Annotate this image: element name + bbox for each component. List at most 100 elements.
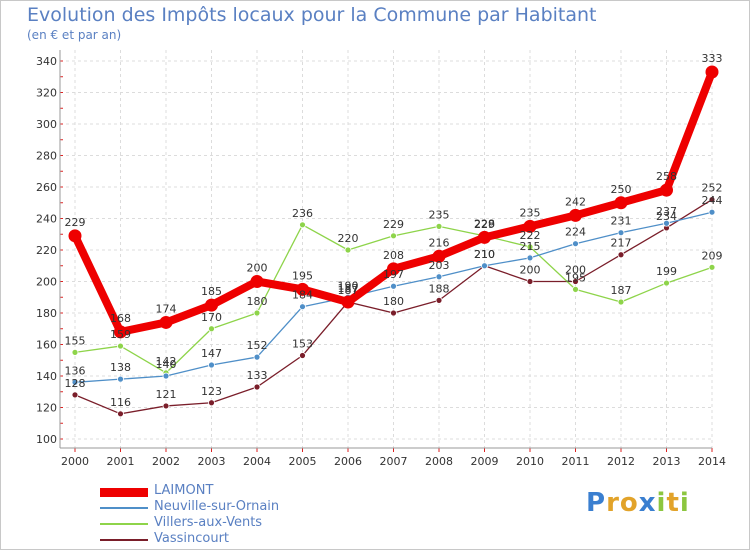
data-label: 220 bbox=[338, 232, 359, 245]
data-label: 188 bbox=[429, 282, 450, 295]
data-point bbox=[117, 410, 124, 418]
data-point bbox=[523, 219, 537, 233]
data-point bbox=[299, 221, 306, 229]
x-tick-label: 2009 bbox=[471, 455, 499, 468]
plot-area bbox=[60, 50, 712, 448]
data-point bbox=[159, 315, 173, 329]
logo-letter: i bbox=[656, 488, 667, 518]
data-point bbox=[253, 353, 261, 361]
data-point bbox=[432, 249, 446, 263]
logo-letter: i bbox=[679, 488, 690, 518]
data-point bbox=[481, 262, 488, 270]
data-point bbox=[162, 402, 170, 410]
data-label: 138 bbox=[110, 361, 131, 374]
legend-label: Villers-aux-Vents bbox=[154, 515, 263, 530]
data-point bbox=[387, 262, 400, 276]
data-label: 190 bbox=[338, 279, 359, 292]
series-lines bbox=[68, 65, 719, 418]
data-label: 203 bbox=[429, 259, 450, 272]
legend-label: Vassincourt bbox=[154, 531, 230, 546]
data-label: 116 bbox=[110, 396, 131, 409]
data-label: 215 bbox=[520, 240, 541, 253]
data-point bbox=[526, 243, 534, 251]
data-point bbox=[435, 222, 443, 230]
data-point bbox=[299, 303, 306, 311]
data-label: 185 bbox=[201, 285, 222, 298]
data-point bbox=[572, 240, 579, 248]
x-tick-label: 2012 bbox=[607, 455, 635, 468]
data-label: 208 bbox=[383, 249, 404, 262]
grid-lines bbox=[60, 50, 713, 448]
data-label: 184 bbox=[292, 289, 313, 302]
data-label: 195 bbox=[565, 271, 586, 284]
data-label: 333 bbox=[702, 52, 723, 65]
data-label: 237 bbox=[656, 205, 677, 218]
data-label: 187 bbox=[338, 282, 359, 295]
x-tick-label: 2014 bbox=[698, 455, 726, 468]
y-tick-label: 160 bbox=[36, 339, 57, 352]
x-tick-label: 2008 bbox=[425, 455, 453, 468]
data-label: 197 bbox=[383, 268, 404, 281]
data-point bbox=[71, 348, 79, 356]
data-label: 216 bbox=[429, 236, 450, 249]
data-point bbox=[208, 361, 215, 369]
data-label: 180 bbox=[247, 295, 268, 308]
logo-letter: x bbox=[638, 488, 657, 518]
y-tick-label: 320 bbox=[36, 87, 57, 100]
legend-label: Neuville-sur-Ornain bbox=[154, 499, 280, 514]
x-tick-label: 2013 bbox=[653, 455, 681, 468]
x-tick-label: 2011 bbox=[562, 455, 590, 468]
data-point bbox=[617, 298, 625, 306]
data-label: 153 bbox=[292, 338, 313, 351]
data-label: 234 bbox=[656, 210, 677, 223]
data-point bbox=[663, 279, 670, 287]
logo-letter: r bbox=[606, 488, 620, 518]
data-label: 231 bbox=[611, 215, 632, 228]
data-label: 217 bbox=[611, 237, 632, 250]
data-label: 229 bbox=[474, 218, 495, 231]
data-label: 210 bbox=[474, 248, 495, 261]
x-tick-label: 2005 bbox=[289, 455, 317, 468]
axes: 100 120 140 160 180 200 220 240 260 280 300 320 340 2… bbox=[36, 50, 726, 468]
data-label: 250 bbox=[611, 183, 632, 196]
legend-label: LAIMONT bbox=[154, 483, 214, 498]
data-point bbox=[526, 278, 534, 285]
data-point bbox=[617, 251, 625, 259]
x-tick-label: 2007 bbox=[380, 455, 408, 468]
y-tick-label: 140 bbox=[36, 370, 57, 383]
data-label: 152 bbox=[247, 339, 268, 352]
data-point bbox=[708, 208, 716, 216]
data-label: 235 bbox=[429, 208, 450, 221]
data-label: 200 bbox=[247, 262, 268, 275]
logo-letter: o bbox=[619, 488, 639, 518]
data-label: 210 bbox=[474, 248, 495, 261]
data-label: 128 bbox=[65, 377, 86, 390]
data-label: 133 bbox=[247, 369, 268, 382]
x-tick-label: 2006 bbox=[334, 455, 362, 468]
x-tick-label: 2001 bbox=[107, 455, 135, 468]
data-label: 244 bbox=[702, 194, 723, 207]
data-point bbox=[250, 275, 264, 288]
data-label: 155 bbox=[65, 334, 86, 347]
data-point bbox=[390, 282, 397, 290]
y-tick-label: 220 bbox=[36, 244, 57, 257]
y-tick-label: 340 bbox=[36, 55, 57, 68]
y-tick-label: 100 bbox=[36, 433, 57, 446]
data-labels: 2291681741852001951872082162282352422502… bbox=[65, 52, 723, 409]
legend-swatch bbox=[100, 523, 148, 525]
data-point bbox=[205, 298, 218, 312]
data-point bbox=[344, 246, 352, 254]
data-point bbox=[71, 378, 79, 386]
legend-swatch bbox=[100, 539, 148, 541]
data-point bbox=[253, 309, 261, 317]
data-label: 168 bbox=[110, 312, 131, 325]
data-point bbox=[478, 230, 491, 244]
data-point bbox=[663, 219, 670, 227]
chart-title: Evolution des Impôts locaux pour la Comm… bbox=[27, 4, 597, 26]
y-tick-label: 180 bbox=[36, 307, 57, 320]
data-label: 235 bbox=[520, 206, 541, 219]
data-point bbox=[435, 273, 443, 281]
data-point bbox=[114, 325, 127, 339]
data-point bbox=[390, 309, 397, 317]
